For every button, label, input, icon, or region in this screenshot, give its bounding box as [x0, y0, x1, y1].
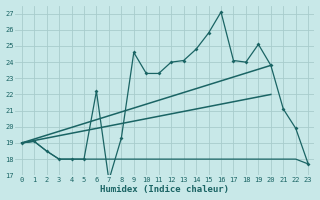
X-axis label: Humidex (Indice chaleur): Humidex (Indice chaleur)	[100, 185, 229, 194]
